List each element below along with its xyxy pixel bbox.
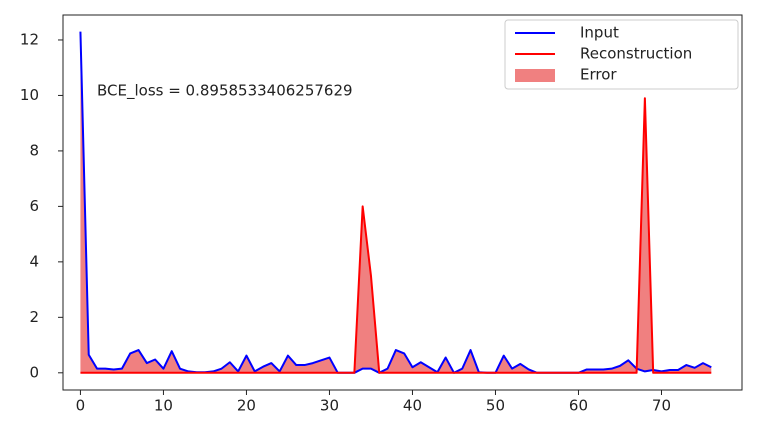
legend-box xyxy=(504,19,739,90)
legend-swatch xyxy=(515,69,555,82)
legend-label: Input xyxy=(580,24,619,42)
x-tick-label: 60 xyxy=(569,397,588,415)
x-tick-label: 40 xyxy=(403,397,422,415)
legend: Input Reconstruction Error xyxy=(504,19,739,90)
y-tick-label: 12 xyxy=(20,30,39,48)
y-tick-label: 8 xyxy=(29,141,39,159)
x-tick-label: 20 xyxy=(237,397,256,415)
y-tick-label: 6 xyxy=(29,197,39,215)
y-tick-label: 2 xyxy=(29,308,39,326)
x-tick-label: 0 xyxy=(76,397,86,415)
legend-label: Reconstruction xyxy=(580,45,692,63)
x-tick-label: 10 xyxy=(154,397,173,415)
y-tick-label: 10 xyxy=(20,86,39,104)
annotation: BCE_loss = 0.8958533406257629 xyxy=(97,82,353,101)
series-line xyxy=(80,97,712,374)
series-line xyxy=(79,31,712,374)
x-tick-label: 70 xyxy=(652,397,671,415)
error-area xyxy=(80,31,712,373)
x-tick-label: 50 xyxy=(486,397,505,415)
legend-label: Error xyxy=(580,66,617,84)
plot-frame xyxy=(62,14,743,391)
x-tick-label: 30 xyxy=(320,397,339,415)
y-tick-label: 0 xyxy=(29,363,39,381)
y-tick-label: 4 xyxy=(29,252,39,270)
